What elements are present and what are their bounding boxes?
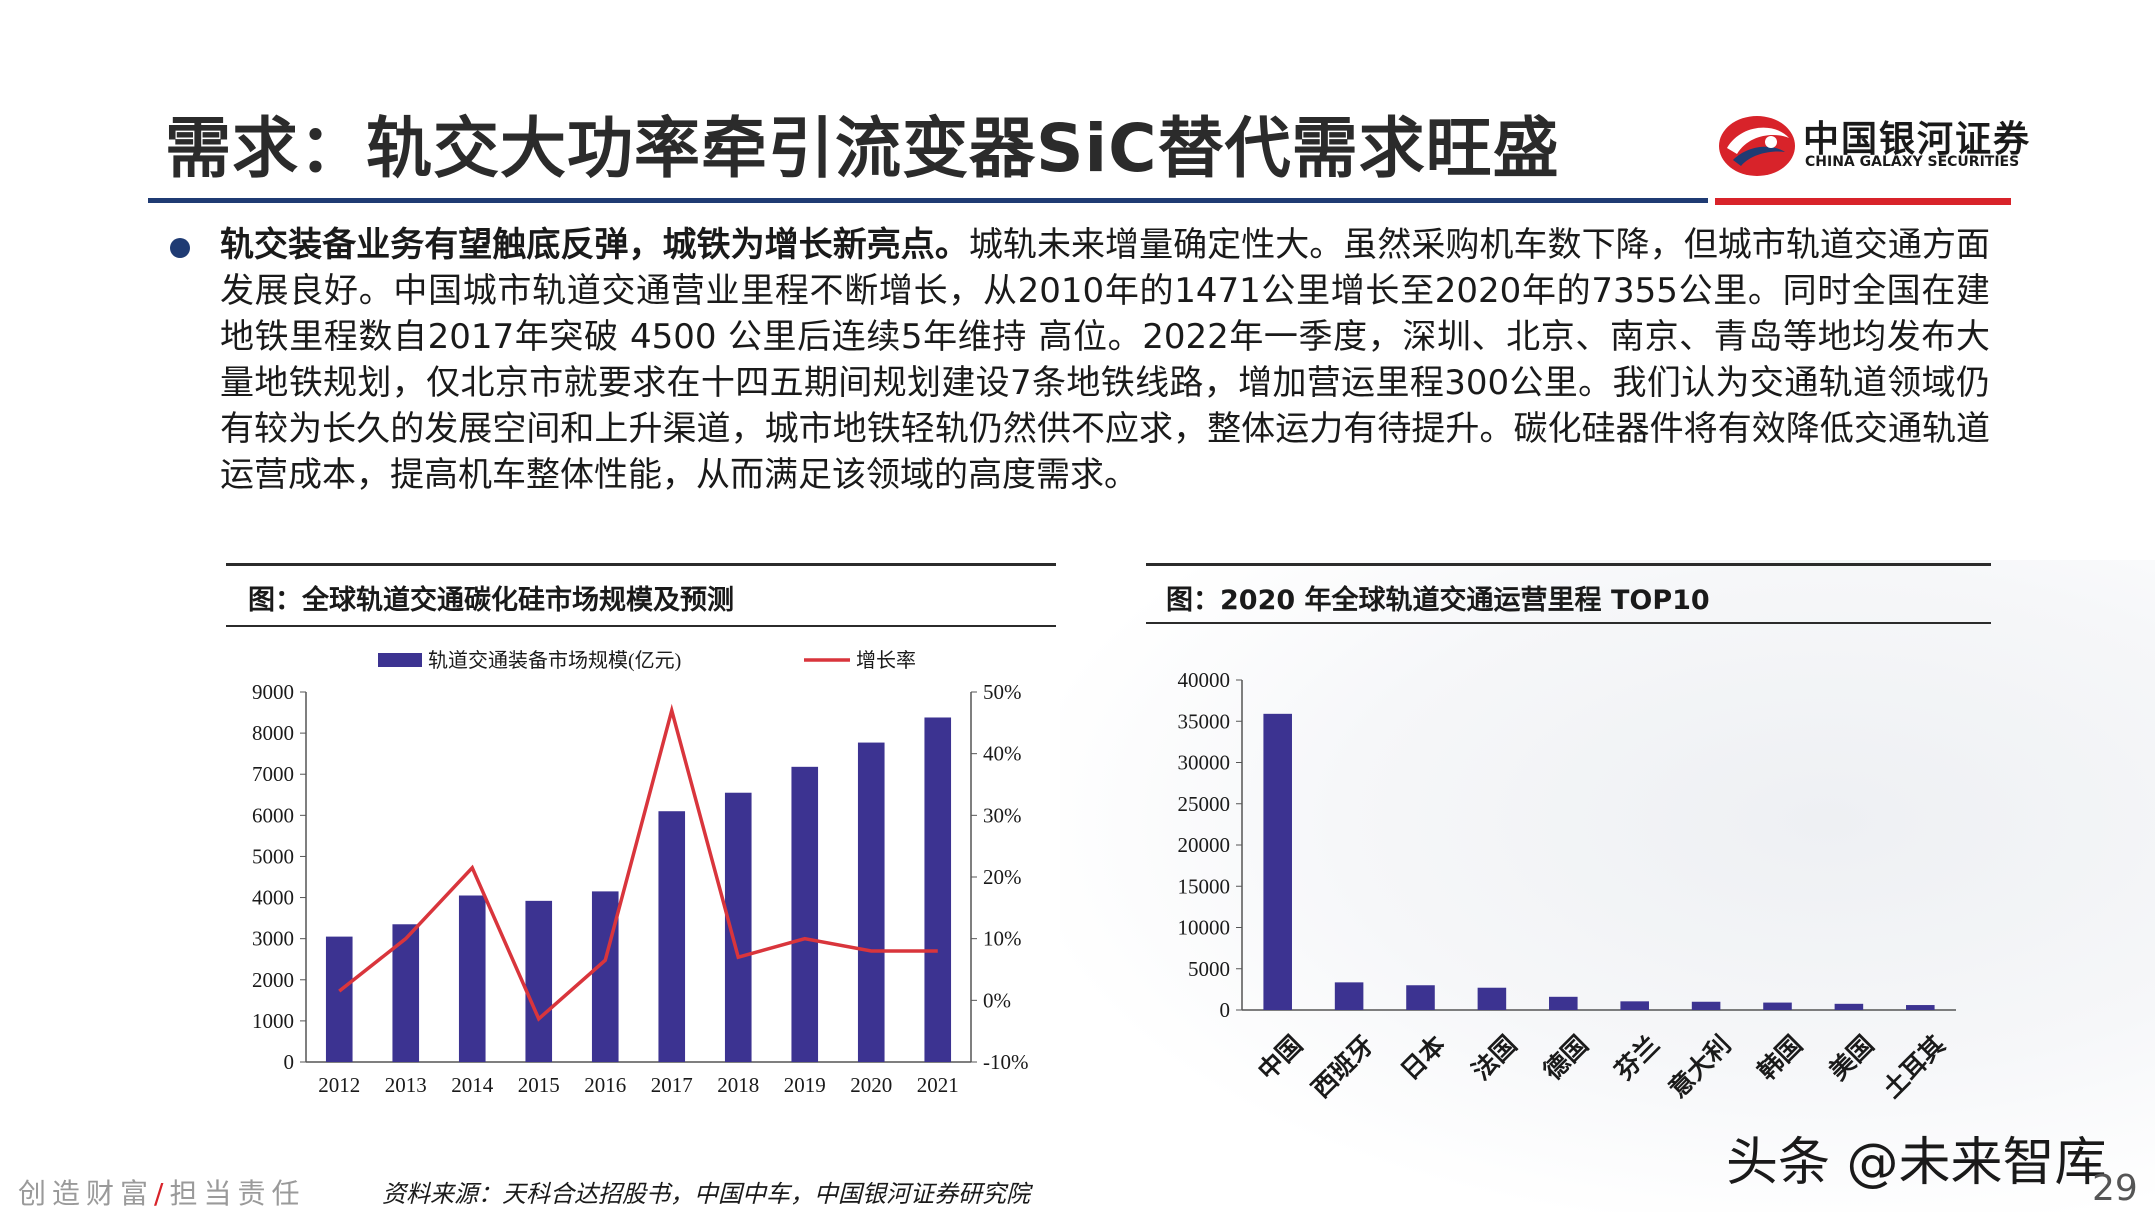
bullet-body: 城轨未来增量确定性大。虽然采购机车数下降，但城市轨道交通方面发展良好。中国城市轨… xyxy=(220,225,1991,495)
x-tick-label: 2014 xyxy=(451,1073,494,1097)
page-number: 29 xyxy=(2092,1168,2138,1209)
bar-market-size xyxy=(924,717,952,1062)
footer-slogan-a: 创造财富 xyxy=(18,1177,155,1210)
y-tick-label: 0 xyxy=(1220,998,1231,1022)
left-y-tick-label: 6000 xyxy=(252,803,294,827)
x-tick-label: 德国 xyxy=(1538,1030,1594,1086)
x-tick-label: 意大利 xyxy=(1663,1030,1737,1104)
bullet-heading: 轨交装备业务有望触底反弹，城铁为增长新亮点。 xyxy=(220,225,969,265)
x-tick-label: 西班牙 xyxy=(1307,1031,1380,1104)
left-y-tick-label: 5000 xyxy=(252,844,294,868)
left-chart-title: 图：全球轨道交通碳化硅市场规模及预测 xyxy=(248,585,734,616)
right-y-tick-label: 0% xyxy=(983,988,1011,1012)
bar-mileage xyxy=(1906,1005,1935,1010)
left-y-tick-label: 4000 xyxy=(252,886,294,910)
legend-label-line: 增长率 xyxy=(856,649,916,672)
bar-market-size xyxy=(658,811,686,1062)
y-tick-label: 20000 xyxy=(1178,833,1231,857)
right-chart-title: 图：2020 年全球轨道交通运营里程 TOP10 xyxy=(1166,585,1710,616)
left-y-tick-label: 8000 xyxy=(252,721,294,745)
y-tick-label: 35000 xyxy=(1178,709,1231,733)
x-tick-label: 2018 xyxy=(717,1073,759,1097)
x-tick-label: 中国 xyxy=(1253,1031,1308,1086)
left-panel-top-rule xyxy=(226,563,1056,566)
logo-chinese-text: 中国银河证券 xyxy=(1803,119,2032,160)
bar-mileage xyxy=(1406,985,1435,1010)
left-panel-title-rule xyxy=(226,625,1056,627)
left-y-tick-label: 3000 xyxy=(252,927,294,951)
bar-market-size xyxy=(525,900,553,1062)
left-y-tick-label: 2000 xyxy=(252,968,294,992)
right-panel-title-rule xyxy=(1146,622,1991,624)
page-title: 需求：轨交大功率牵引流变器SiC替代需求旺盛 xyxy=(165,110,1560,187)
bar-market-size xyxy=(857,742,885,1062)
bar-market-size xyxy=(591,891,619,1062)
footer-source: 资料来源：天科合达招股书，中国中车，中国银河证券研究院 xyxy=(382,1180,1030,1208)
x-tick-label: 2012 xyxy=(318,1073,360,1097)
footer-slogan-b: 担当责任 xyxy=(169,1177,306,1210)
logo-english-text: CHINA GALAXY SECURITIES xyxy=(1805,154,2020,170)
title-divider xyxy=(148,198,1708,203)
x-tick-label: 土耳其 xyxy=(1877,1030,1951,1104)
x-tick-label: 2020 xyxy=(850,1073,892,1097)
galaxy-logo-icon xyxy=(1719,116,1795,176)
bullet-icon xyxy=(170,238,190,258)
bar-market-size xyxy=(458,895,486,1062)
x-tick-label: 美国 xyxy=(1823,1030,1879,1086)
x-tick-label: 2019 xyxy=(784,1073,826,1097)
left-y-tick-label: 7000 xyxy=(252,762,294,786)
x-tick-label: 2013 xyxy=(385,1073,427,1097)
footer-slogan: 创造财富/担当责任 xyxy=(18,1172,305,1212)
watermark: 头条 @未来智库 xyxy=(1726,1133,2107,1193)
x-tick-label: 芬兰 xyxy=(1609,1030,1665,1086)
y-tick-label: 15000 xyxy=(1178,874,1231,898)
y-tick-label: 10000 xyxy=(1178,916,1231,940)
brand-logo: 中国银河证券 CHINA GALAXY SECURITIES xyxy=(1715,104,2029,184)
bullet-paragraph: 轨交装备业务有望触底反弹，城铁为增长新亮点。城轨未来增量确定性大。虽然采购机车数… xyxy=(220,222,1990,498)
bar-mileage xyxy=(1691,1001,1721,1010)
bar-market-size xyxy=(791,766,819,1062)
right-y-tick-label: 50% xyxy=(983,680,1022,704)
right-y-tick-label: 20% xyxy=(983,865,1022,889)
bar-mileage xyxy=(1477,987,1507,1010)
bar-mileage xyxy=(1549,996,1578,1010)
right-y-tick-label: 10% xyxy=(983,927,1022,951)
x-tick-label: 日本 xyxy=(1396,1031,1451,1086)
x-tick-label: 2016 xyxy=(584,1073,626,1097)
market-size-chart: 0 1000 2000 3000 4000 5000 6000 7000 8000 9000 -10… xyxy=(252,649,1029,1097)
bar-mileage xyxy=(1263,713,1292,1010)
bar-mileage xyxy=(1763,1002,1792,1010)
x-tick-label: 2021 xyxy=(917,1073,959,1097)
bar-mileage xyxy=(1620,1001,1649,1010)
x-tick-label: 法国 xyxy=(1467,1031,1522,1086)
legend-swatch-bar xyxy=(378,653,422,667)
y-tick-label: 40000 xyxy=(1178,668,1231,692)
legend-label-bar: 轨道交通装备市场规模(亿元) xyxy=(428,649,681,672)
right-y-tick-label: 30% xyxy=(983,803,1022,827)
title-divider-accent xyxy=(1715,198,2011,205)
bar-mileage xyxy=(1334,982,1364,1010)
right-y-tick-label: 40% xyxy=(983,742,1022,766)
operating-mileage-chart: 0 5000 10000 15000 20000 25000 30000 35000 40000… xyxy=(1178,668,1956,1104)
y-tick-label: 30000 xyxy=(1178,751,1231,775)
x-tick-label: 2017 xyxy=(651,1073,693,1097)
bar-mileage xyxy=(1834,1003,1864,1010)
left-y-tick-label: 9000 xyxy=(252,680,294,704)
growth-rate-line xyxy=(338,703,938,1022)
x-tick-label: 2015 xyxy=(518,1073,560,1097)
left-y-tick-label: 1000 xyxy=(252,1009,294,1033)
x-tick-label: 韩国 xyxy=(1753,1031,1808,1086)
right-y-tick-label: -10% xyxy=(983,1050,1029,1074)
left-y-tick-label: 0 xyxy=(284,1050,295,1074)
y-tick-label: 25000 xyxy=(1178,792,1231,816)
footer-slash: / xyxy=(154,1177,170,1210)
right-panel-top-rule xyxy=(1146,563,1991,566)
bar-market-size xyxy=(325,936,353,1062)
y-tick-label: 5000 xyxy=(1188,957,1230,981)
